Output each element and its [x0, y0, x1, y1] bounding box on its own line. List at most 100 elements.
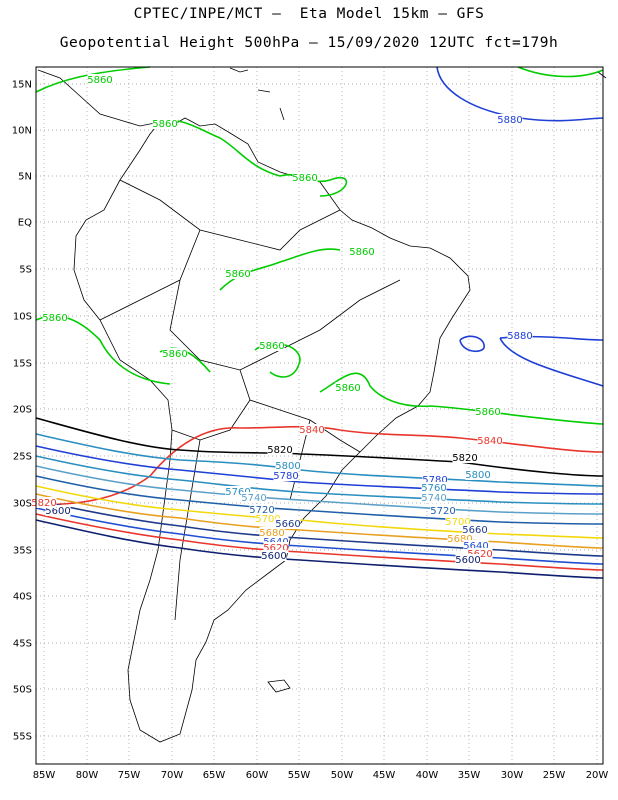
lat-tick-label: 30S [13, 499, 32, 510]
contour-label: 5680 [447, 534, 472, 545]
lat-tick-label: 45S [13, 639, 32, 650]
contour-label: 5840 [299, 425, 324, 436]
contour-label: 5820 [31, 498, 56, 509]
contour-line-5740 [35, 465, 604, 515]
map-title-line-1: CPTEC/INPE/MCT – Eta Model 15km – GFS [133, 6, 485, 22]
contour-label: 5600 [261, 551, 286, 562]
contour-label-layer: 5880 5880 5860 5860 5860 5860 5860 5860 5860 5860… [31, 74, 533, 566]
contour-label-bg [275, 460, 301, 471]
contour-label-bg [241, 492, 267, 503]
lat-tick-label: 10S [13, 312, 32, 323]
contour-line-5680 [35, 493, 604, 549]
contour-label: 5700 [445, 517, 470, 528]
contour-label-bg [299, 424, 325, 435]
lon-tick-label: 60W [246, 770, 269, 781]
contour-label-bg [462, 524, 488, 535]
contour-label-bg [497, 114, 523, 125]
contour-label-bg [263, 536, 289, 547]
contour-label-bg [349, 246, 375, 257]
map-title-line-2: Geopotential Height 500hPa – 15/09/2020 … [59, 35, 559, 51]
lat-tick-label: 35S [13, 546, 32, 557]
lat-tick-label: 50S [13, 685, 32, 696]
contour-label-bg [259, 340, 285, 351]
contour-label: 5640 [463, 541, 488, 552]
contour-label-bg [507, 330, 533, 341]
contour-label: 5780 [273, 471, 298, 482]
lat-tick-label: 5N [18, 172, 32, 183]
lon-tick-label: 35W [458, 770, 481, 781]
contour-label-bg [263, 542, 289, 553]
contour-line-5860 [35, 66, 151, 93]
contour-label-bg [455, 554, 481, 565]
contour-label: 5860 [152, 119, 177, 130]
contour-label: 5860 [162, 349, 187, 360]
contour-label-bg [225, 268, 251, 279]
contour-label-bg [45, 505, 71, 516]
contour-line-5760 [35, 455, 604, 505]
lat-tick-label: 40S [13, 592, 32, 603]
map-frame [35, 66, 604, 765]
contour-label-bg [463, 540, 489, 551]
contour-label-bg [335, 382, 361, 393]
contour-line-5860 [159, 120, 348, 197]
lat-tick-label: EQ [18, 218, 32, 229]
contour-label-bg [225, 486, 251, 497]
contour-label-bg [31, 497, 57, 508]
south-america-coastline [73, 117, 471, 743]
contour-label-bg [255, 513, 281, 524]
contour-line-5880 [436, 66, 604, 122]
lat-tick-label: 10N [12, 126, 32, 137]
contour-label: 5720 [249, 505, 274, 516]
lon-tick-label: 70W [161, 770, 184, 781]
contour-label-bg [261, 550, 287, 561]
lat-tick-label: 55S [13, 732, 32, 743]
contour-label: 5700 [255, 514, 280, 525]
contour-label: 5860 [335, 383, 360, 394]
contour-line-5820 [35, 417, 604, 477]
contour-label-bg [475, 406, 501, 417]
contour-label: 5720 [430, 506, 455, 517]
contour-label-bg [42, 312, 68, 323]
contour-label: 5680 [259, 528, 284, 539]
contour-label-bg [87, 74, 113, 85]
coastline-and-borders [37, 67, 607, 743]
lat-tick-label: 15S [13, 359, 32, 370]
central-america-coastline [37, 69, 161, 127]
contour-label: 5740 [421, 493, 446, 504]
contour-label-bg [447, 533, 473, 544]
lat-tick-label: 20S [13, 405, 32, 416]
contour-label: 5860 [259, 341, 284, 352]
lon-tick-label: 80W [76, 770, 99, 781]
lon-tick-label: 55W [288, 770, 311, 781]
lon-tick-label: 25W [543, 770, 566, 781]
contour-label-bg [162, 348, 188, 359]
africa-coast-hint [597, 71, 607, 79]
lat-tick-label: 5S [19, 265, 32, 276]
contour-label: 5860 [475, 407, 500, 418]
contour-label-bg [249, 504, 275, 515]
lat-tick-label: 15N [12, 80, 32, 91]
falklands [267, 679, 291, 693]
country-borders [99, 179, 401, 621]
lon-tick-label: 45W [373, 770, 396, 781]
contour-label-bg [452, 452, 478, 463]
contour-line-5860 [319, 372, 604, 425]
contour-line-5600 [35, 519, 604, 579]
contour-label: 5880 [497, 115, 522, 126]
contour-line-5720 [35, 475, 604, 525]
lon-tick-label: 75W [118, 770, 141, 781]
contour-line-5880 [459, 335, 485, 353]
contour-label-bg [267, 444, 293, 455]
contour-label-bg [445, 516, 471, 527]
contour-line-5640 [35, 507, 604, 565]
contour-label-bg [430, 505, 456, 516]
lat-tick-label: 25S [13, 452, 32, 463]
contour-label-bg [259, 527, 285, 538]
contour-label-bg [477, 435, 503, 446]
contour-line-5780 [35, 445, 604, 495]
contour-label-bg [275, 518, 301, 529]
contour-label: 5820 [267, 445, 292, 456]
contour-label: 5860 [292, 173, 317, 184]
contour-label-bg [422, 474, 448, 485]
